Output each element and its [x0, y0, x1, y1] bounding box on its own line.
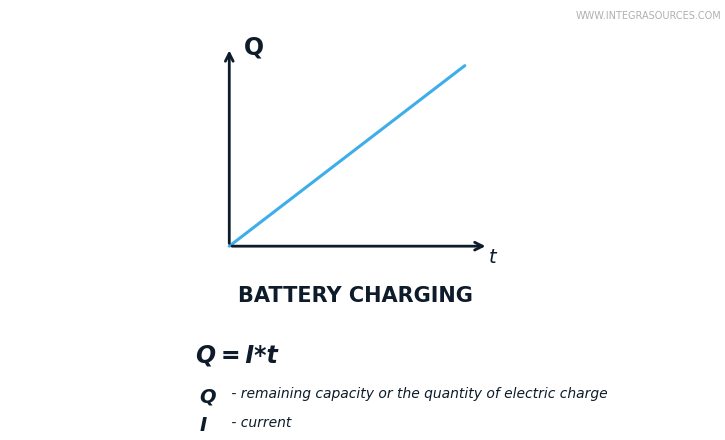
Text: t: t	[489, 248, 497, 267]
Text: Q = I*t: Q = I*t	[196, 343, 278, 367]
Text: BATTERY CHARGING: BATTERY CHARGING	[238, 286, 473, 306]
Text: - remaining capacity or the quantity of electric charge: - remaining capacity or the quantity of …	[227, 387, 608, 401]
Text: WWW.INTEGRASOURCES.COM: WWW.INTEGRASOURCES.COM	[576, 11, 721, 21]
Text: - current: - current	[227, 416, 291, 430]
Text: I: I	[199, 416, 207, 435]
Text: Q: Q	[244, 36, 263, 59]
Text: Q: Q	[199, 387, 216, 406]
